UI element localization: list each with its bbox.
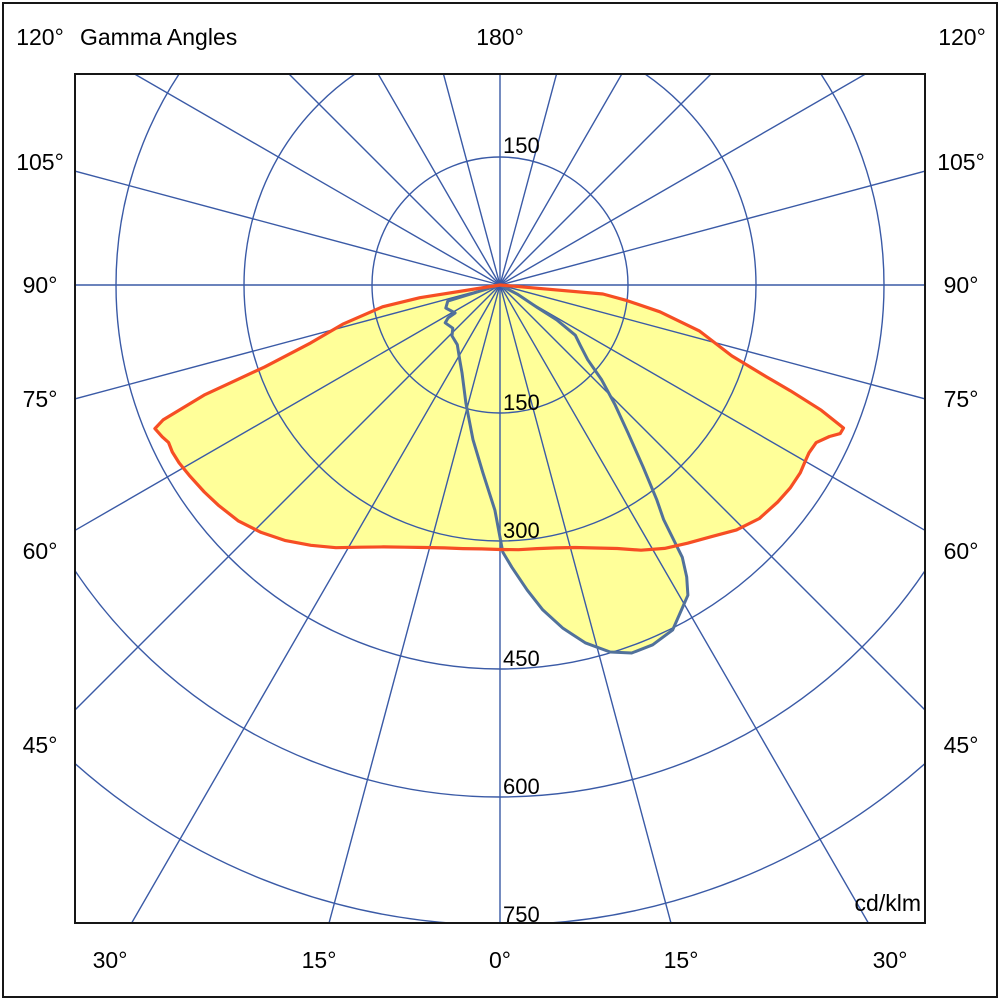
grid-ray-165 xyxy=(499,74,558,286)
grid-ray-75 xyxy=(499,284,925,400)
curve-blue-fill xyxy=(445,285,688,653)
grid-ray-15 xyxy=(499,284,672,923)
angle-label-60-right: 60° xyxy=(944,538,979,564)
grid-ray-120 xyxy=(499,74,867,286)
ring-label-150: 150 xyxy=(503,390,540,415)
angle-label-105-right: 105° xyxy=(937,149,985,175)
grid-ray--135 xyxy=(288,74,501,286)
angle-label-15-bottom-left: 15° xyxy=(302,947,337,973)
grid-ray--75 xyxy=(75,284,501,400)
grid-ray--60 xyxy=(75,284,501,532)
grid-ray--165 xyxy=(442,74,501,286)
angle-label-120-top-left: 120° xyxy=(16,24,64,50)
grid-ray--120 xyxy=(133,74,501,286)
angle-label-45-left: 45° xyxy=(23,732,58,758)
grid-ray--150 xyxy=(377,74,501,286)
curve-red xyxy=(153,283,846,552)
angle-label-105-left: 105° xyxy=(16,149,64,175)
angle-label-60-left: 60° xyxy=(23,538,58,564)
ring-label-450: 450 xyxy=(503,646,540,671)
ring-label-750: 750 xyxy=(503,902,540,927)
grid-ray-60 xyxy=(499,284,925,532)
grid-ray--30 xyxy=(130,284,501,923)
angle-label-30-bottom-left: 30° xyxy=(93,947,128,973)
ring-label-150-above: 150 xyxy=(503,133,540,158)
grid-ray--105 xyxy=(75,170,501,286)
grid-ray-105 xyxy=(499,170,925,286)
angle-label-75-left: 75° xyxy=(23,386,58,412)
grid-ray-135 xyxy=(499,74,712,286)
angle-label-15-bottom-right: 15° xyxy=(664,947,699,973)
angle-label-90-left: 90° xyxy=(23,272,58,298)
grid-ray--15 xyxy=(328,284,501,923)
ring-label-300: 300 xyxy=(503,518,540,543)
ring-label-600: 600 xyxy=(503,774,540,799)
angle-label-120-top-right: 120° xyxy=(938,24,986,50)
angle-label-75-right: 75° xyxy=(944,386,979,412)
chart-labels: 120° Gamma Angles 180° 120° 105° 90° 75°… xyxy=(16,24,986,973)
plot-border xyxy=(74,73,926,924)
chart-title: Gamma Angles xyxy=(80,24,237,50)
angle-label-180-top: 180° xyxy=(476,24,524,50)
angle-label-30-bottom-right: 30° xyxy=(873,947,908,973)
angle-label-90-right: 90° xyxy=(944,272,979,298)
grid-ray-150 xyxy=(499,74,623,286)
angle-label-0-bottom: 0° xyxy=(489,947,511,973)
unit-label: cd/klm xyxy=(855,890,921,916)
angle-label-45-right: 45° xyxy=(944,732,979,758)
grid-ray-30 xyxy=(499,284,870,923)
curve-blue xyxy=(443,283,690,655)
